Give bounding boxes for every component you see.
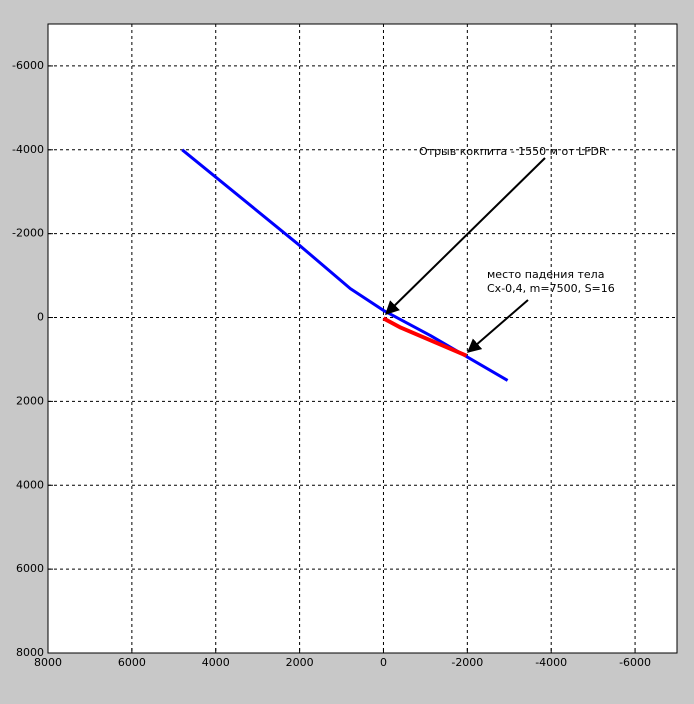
arrow	[466, 299, 529, 353]
annotation: Отрыв кокпита - 1550 м от LFDR	[419, 145, 607, 158]
y-tick-label: -2000	[12, 227, 44, 240]
arrow	[385, 157, 546, 315]
series-line	[181, 148, 509, 382]
y-tick-label: 2000	[16, 394, 44, 407]
x-tick-label: 0	[380, 656, 387, 669]
y-tick-label: 6000	[16, 562, 44, 575]
x-tick-label: -4000	[535, 656, 567, 669]
series-line	[382, 316, 468, 358]
y-tick-label: 8000	[16, 646, 44, 659]
y-tick-label: -6000	[12, 59, 44, 72]
x-tick-label: 4000	[202, 656, 230, 669]
x-tick-label: 8000	[34, 656, 62, 669]
x-tick-label: -2000	[451, 656, 483, 669]
annotation: Cx-0,4, m=7500, S=16	[487, 282, 615, 295]
x-tick-label: 6000	[118, 656, 146, 669]
plot-area	[47, 23, 678, 654]
y-tick-label: 4000	[16, 478, 44, 491]
x-tick-label: 2000	[286, 656, 314, 669]
y-tick-label: 0	[37, 311, 44, 324]
annotation: место падения тела	[487, 268, 604, 281]
x-tick-label: -6000	[619, 656, 651, 669]
y-tick-label: -4000	[12, 143, 44, 156]
